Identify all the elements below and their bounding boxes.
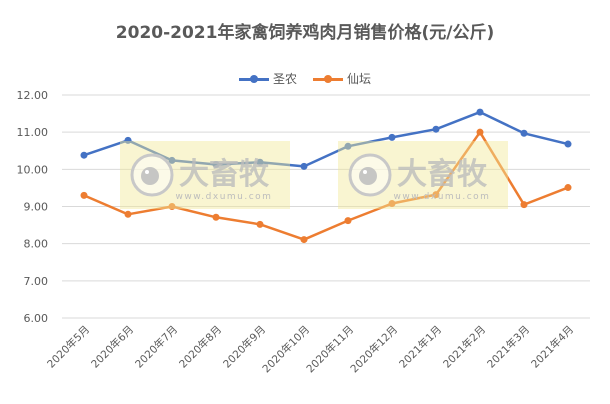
data-point xyxy=(80,191,88,199)
data-point xyxy=(344,217,352,225)
y-tick-label: 12.00 xyxy=(17,89,49,102)
watermark-text: 大畜牧 xyxy=(397,157,488,192)
x-tick-label: 2021年4月 xyxy=(528,323,576,371)
series-shengnong xyxy=(80,108,572,170)
legend-label: 圣农 xyxy=(272,72,297,86)
data-point xyxy=(256,220,264,228)
y-tick-label: 6.00 xyxy=(24,312,49,325)
data-point xyxy=(564,184,572,192)
x-tick-label: 2020年9月 xyxy=(220,323,268,371)
data-point xyxy=(300,236,308,244)
data-point xyxy=(476,108,484,116)
y-tick-label: 9.00 xyxy=(24,201,49,214)
series-line xyxy=(83,110,569,168)
y-tick-label: 7.00 xyxy=(24,275,49,288)
series-xiantan xyxy=(80,128,572,244)
line-marker-icon xyxy=(313,74,343,84)
data-point xyxy=(520,129,528,137)
data-point xyxy=(80,151,88,159)
line-marker-icon xyxy=(238,74,269,84)
data-point xyxy=(212,213,220,221)
data-point xyxy=(256,158,264,166)
data-point xyxy=(344,142,352,150)
chart-title: 2020-2021年家禽饲养鸡肉月销售价格(元/公斤) xyxy=(115,23,495,43)
watermark-url: www.dxumu.com xyxy=(176,192,273,202)
data-point xyxy=(124,136,132,144)
x-tick-label: 2021年2月 xyxy=(440,323,488,371)
x-tick-label: 2021年3月 xyxy=(484,323,532,371)
data-point xyxy=(476,128,484,136)
legend-item-xiantan: 仙坛 xyxy=(313,70,371,87)
y-tick-label: 10.00 xyxy=(17,163,49,176)
watermark-url: www.dxumu.com xyxy=(394,192,491,202)
data-point xyxy=(520,201,528,209)
data-point xyxy=(432,125,440,133)
x-tick-label: 2020年12月 xyxy=(348,323,400,375)
legend-label: 仙坛 xyxy=(347,72,372,86)
data-point xyxy=(432,191,440,199)
x-tick-label: 2020年8月 xyxy=(176,323,224,371)
series-line xyxy=(83,130,569,241)
data-point xyxy=(168,156,176,164)
watermark-text: 大畜牧 xyxy=(179,157,270,192)
x-tick-label: 2020年5月 xyxy=(44,323,92,371)
y-tick-label: 11.00 xyxy=(17,126,49,139)
x-tick-label: 2020年6月 xyxy=(88,323,136,371)
y-tick-label: 8.00 xyxy=(24,238,49,251)
chart-legend: 圣农 仙坛 xyxy=(0,70,610,87)
data-point xyxy=(388,133,396,141)
data-point xyxy=(168,203,176,210)
data-point xyxy=(212,161,220,169)
data-point xyxy=(300,162,308,170)
data-point xyxy=(124,210,132,218)
x-tick-label: 2020年7月 xyxy=(132,323,180,371)
x-tick-label: 2021年1月 xyxy=(396,323,444,371)
legend-item-shengnong: 圣农 xyxy=(238,70,297,87)
data-point xyxy=(388,200,396,208)
data-point xyxy=(564,140,572,148)
